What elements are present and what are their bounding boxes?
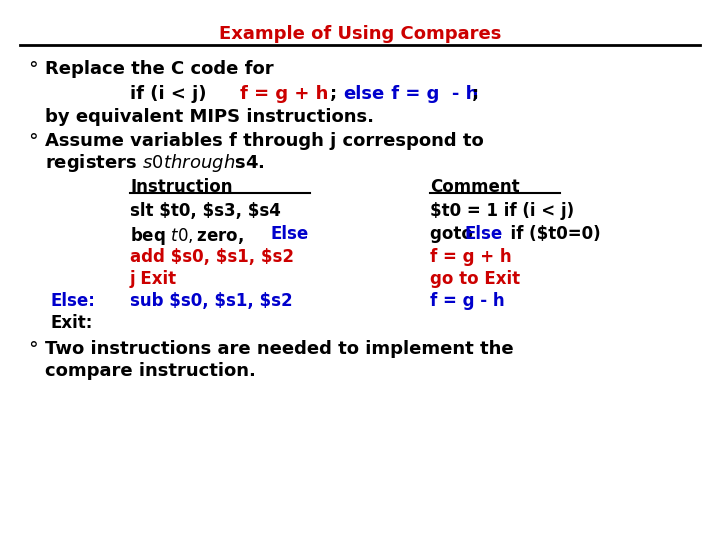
Text: Comment: Comment xyxy=(430,178,520,196)
Text: f = g + h: f = g + h xyxy=(240,85,328,103)
Text: Else: Else xyxy=(464,225,503,243)
Text: Replace the C code for: Replace the C code for xyxy=(45,60,274,78)
Text: add $s0, $s1, $s2: add $s0, $s1, $s2 xyxy=(130,248,294,266)
Text: goto: goto xyxy=(430,225,479,243)
Text: ;: ; xyxy=(472,85,479,103)
Text: °: ° xyxy=(28,340,37,359)
Text: beq $t0, $zero,: beq $t0, $zero, xyxy=(130,225,246,247)
Text: f = g + h: f = g + h xyxy=(430,248,512,266)
Text: else: else xyxy=(343,85,384,103)
Text: go to Exit: go to Exit xyxy=(430,270,520,288)
Text: Else: Else xyxy=(271,225,310,243)
Text: Else:: Else: xyxy=(50,292,95,310)
Text: slt $t0, $s3, $s4: slt $t0, $s3, $s4 xyxy=(130,202,281,220)
Text: f = g  - h: f = g - h xyxy=(385,85,478,103)
Text: compare instruction.: compare instruction. xyxy=(45,362,256,380)
Text: Instruction: Instruction xyxy=(130,178,233,196)
Text: Example of Using Compares: Example of Using Compares xyxy=(219,25,501,43)
Text: by equivalent MIPS instructions.: by equivalent MIPS instructions. xyxy=(45,108,374,126)
Text: °: ° xyxy=(28,60,37,79)
Text: sub $s0, $s1, $s2: sub $s0, $s1, $s2 xyxy=(130,292,292,310)
Text: if ($t0=0): if ($t0=0) xyxy=(499,225,600,243)
Text: Exit:: Exit: xyxy=(50,314,92,332)
Text: Assume variables f through j correspond to: Assume variables f through j correspond … xyxy=(45,132,484,150)
Text: registers $s0 through $s4.: registers $s0 through $s4. xyxy=(45,152,265,174)
Text: °: ° xyxy=(28,132,37,151)
Text: $t0 = 1 if (i < j): $t0 = 1 if (i < j) xyxy=(430,202,574,220)
Text: f = g - h: f = g - h xyxy=(430,292,505,310)
Text: ;: ; xyxy=(330,85,343,103)
Text: j Exit: j Exit xyxy=(130,270,177,288)
Text: if (i < j): if (i < j) xyxy=(130,85,212,103)
Text: Two instructions are needed to implement the: Two instructions are needed to implement… xyxy=(45,340,513,358)
